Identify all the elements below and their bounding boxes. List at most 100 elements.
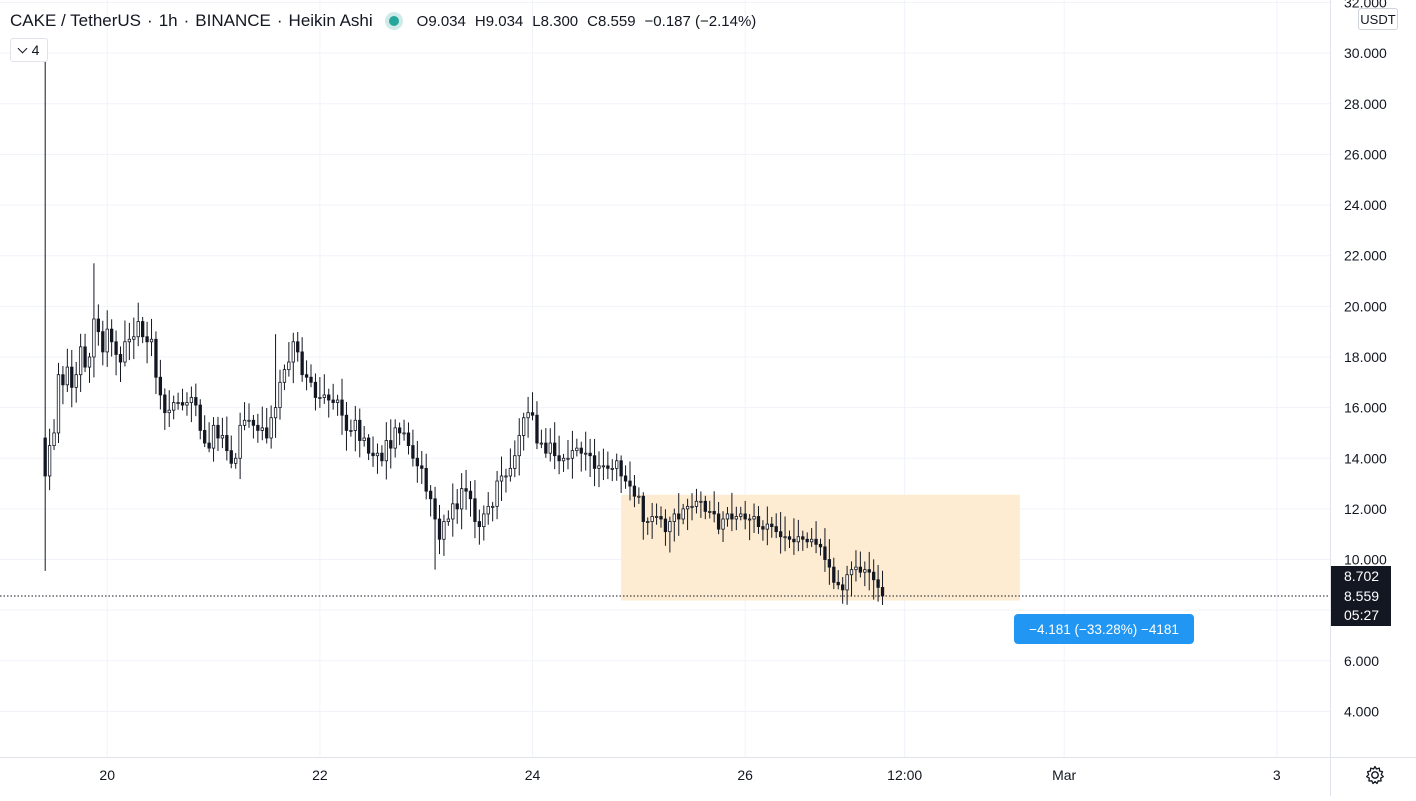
candle-body xyxy=(118,354,123,363)
candle xyxy=(778,512,783,554)
candle-body xyxy=(145,336,149,343)
candle xyxy=(397,422,402,446)
time-axis-labels[interactable]: 20 22 24 26 12:00 Mar 3 xyxy=(99,767,1281,783)
candle-body xyxy=(327,394,331,401)
candle-body xyxy=(818,543,823,548)
candle xyxy=(872,559,876,600)
time-tick-label: Mar xyxy=(1052,767,1076,783)
price-tick-label: 24.000 xyxy=(1344,197,1387,213)
candle xyxy=(420,451,424,484)
exchange-label: BINANCE xyxy=(195,11,271,30)
candle-body xyxy=(424,467,428,492)
candle xyxy=(114,330,118,376)
candle-body xyxy=(415,457,419,467)
candle xyxy=(708,500,712,519)
candles xyxy=(43,53,885,606)
candle xyxy=(318,377,322,408)
candle-body xyxy=(194,397,198,406)
indicators-collapse-button[interactable]: 4 xyxy=(10,38,48,62)
candle-body xyxy=(770,523,774,528)
candle xyxy=(801,530,805,551)
candle-body xyxy=(619,460,623,477)
candle-body xyxy=(663,518,668,533)
symbol-name[interactable]: CAKE / TetherUS xyxy=(10,11,142,30)
candle xyxy=(845,565,849,605)
candle xyxy=(304,360,309,391)
candle-body xyxy=(730,513,734,520)
candle-body xyxy=(389,440,393,449)
candle xyxy=(287,342,291,377)
candle xyxy=(344,401,349,451)
currency-button[interactable]: USDT xyxy=(1358,8,1398,30)
candle-body xyxy=(863,569,867,573)
candle xyxy=(548,428,552,462)
candle-body xyxy=(52,432,56,446)
candle-body xyxy=(486,505,490,515)
price-tick-label: 32.000 xyxy=(1344,0,1387,11)
candle-body xyxy=(269,417,273,439)
candle-body xyxy=(189,397,194,403)
candle-body xyxy=(96,318,101,333)
candle xyxy=(384,422,388,480)
price-tick-label: 22.000 xyxy=(1344,248,1387,264)
candle xyxy=(849,561,854,597)
candle xyxy=(654,503,659,525)
market-status-icon[interactable] xyxy=(388,16,399,26)
candle xyxy=(747,514,752,541)
candle-body xyxy=(504,475,508,478)
candle-body xyxy=(167,409,171,414)
candle xyxy=(504,468,508,493)
candle-body xyxy=(428,490,433,500)
candle-body xyxy=(70,366,74,388)
candle-body xyxy=(690,505,694,508)
candle xyxy=(371,436,375,467)
candle xyxy=(863,561,867,587)
measure-result-label: −4.181 (−33.28%) −4181 xyxy=(1014,614,1194,644)
gear-icon[interactable] xyxy=(1365,765,1385,785)
candle-body xyxy=(149,338,154,343)
candle-body xyxy=(78,346,83,376)
candle xyxy=(765,506,769,546)
candle xyxy=(756,506,761,534)
candle xyxy=(123,320,127,367)
candle xyxy=(172,395,176,420)
candle xyxy=(880,570,885,606)
candle-body xyxy=(699,500,703,503)
candle-body xyxy=(397,427,402,434)
candle-body xyxy=(158,376,163,396)
candle-body xyxy=(446,518,451,522)
time-tick-label: 24 xyxy=(525,767,541,783)
candle xyxy=(327,388,331,418)
candle xyxy=(291,332,295,384)
candle-body xyxy=(588,452,592,457)
candle-body xyxy=(61,374,65,386)
candle-body xyxy=(136,321,140,338)
symbol-legend[interactable]: CAKE / TetherUS · 1h · BINANCE · Heikin … xyxy=(10,9,765,33)
candle-body xyxy=(380,452,384,462)
candle-body xyxy=(83,346,87,368)
candle xyxy=(78,333,83,392)
candle-body xyxy=(712,511,716,515)
candle-body xyxy=(309,376,313,383)
candle xyxy=(451,483,455,537)
candle-body xyxy=(765,523,769,530)
candle-body xyxy=(87,356,92,368)
candle-body xyxy=(814,538,818,545)
candle-body xyxy=(238,424,242,459)
ohlc-close: C8.559 xyxy=(587,12,636,30)
candle xyxy=(632,475,637,508)
price-axis-labels[interactable]: 4.000 6.000 10.000 12.000 14.000 16.000 18.000… xyxy=(1344,0,1387,719)
candle-body xyxy=(353,419,357,431)
candle xyxy=(526,396,530,438)
candle xyxy=(522,412,526,451)
candle xyxy=(251,414,256,439)
candle xyxy=(132,317,136,360)
candle xyxy=(424,453,428,500)
candle xyxy=(393,419,397,458)
candle-body xyxy=(747,518,752,521)
interval-label[interactable]: 1h xyxy=(158,11,178,30)
last-price-value: 8.559 xyxy=(1344,588,1380,604)
price-tick-label: 28.000 xyxy=(1344,96,1387,112)
